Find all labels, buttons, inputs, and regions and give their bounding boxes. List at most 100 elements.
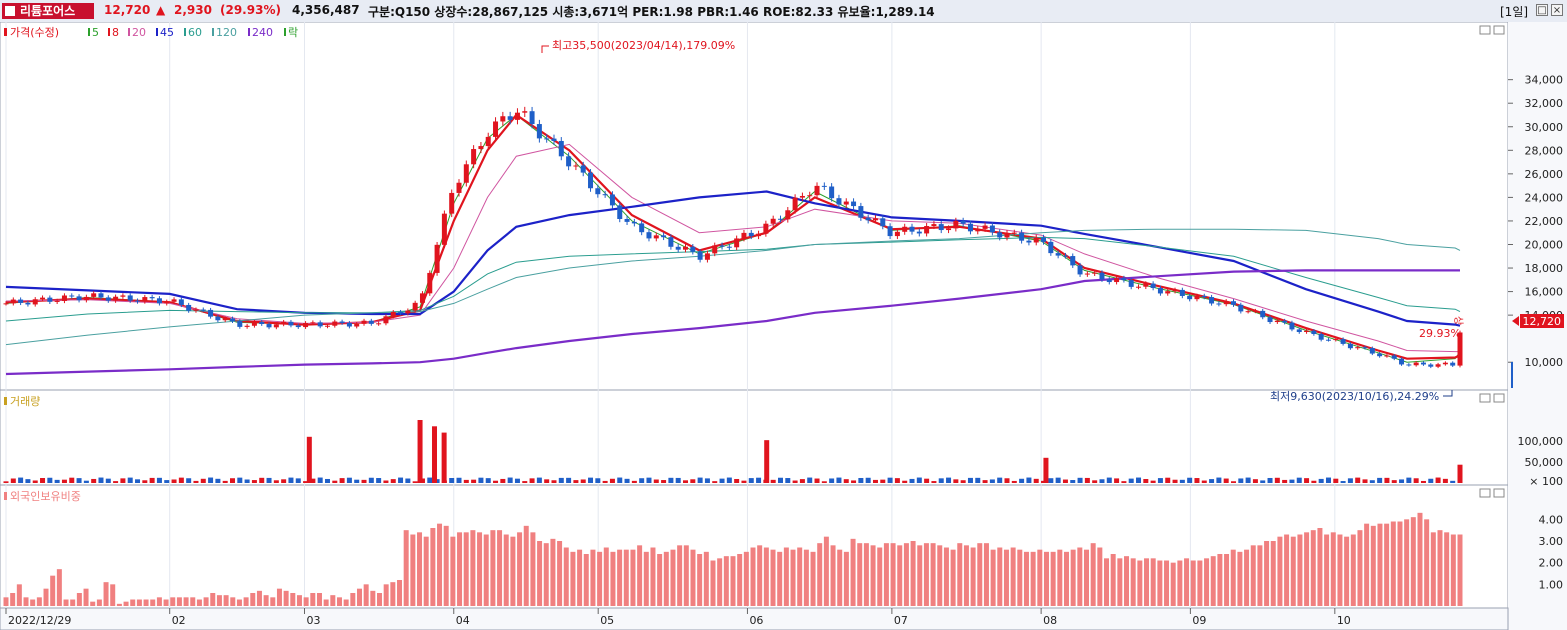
volume-bar: [836, 477, 842, 483]
volume-bar: [1347, 478, 1353, 483]
volume-legend-label: 거래량: [10, 395, 40, 408]
candle-body: [1267, 317, 1273, 323]
ma-legend-label: 60: [188, 26, 202, 39]
volume-bar: [69, 477, 75, 483]
current-price: 12,720: [104, 3, 151, 17]
volume-bar: [449, 478, 455, 483]
volume-bar: [617, 477, 623, 483]
foreign-ratio-bar: [103, 582, 109, 606]
volume-bar: [536, 477, 542, 483]
stock-name-box[interactable]: 리튬포어스: [2, 3, 94, 19]
foreign-ratio-bar: [10, 593, 16, 606]
ma120-line: [5, 228, 1461, 346]
maximize-icon[interactable]: □: [1536, 4, 1548, 16]
price-y-tick-label: 24,000: [1525, 191, 1564, 204]
candle-body: [281, 321, 287, 325]
volume-bar: [507, 477, 513, 483]
volume-bar: [1114, 478, 1120, 483]
current-price-arrow-icon: [1512, 316, 1519, 326]
foreign-ratio-bar: [350, 593, 356, 606]
foreign-ratio-bar: [1150, 558, 1156, 606]
close-icon[interactable]: ×: [1551, 4, 1563, 16]
candle-body: [1172, 289, 1178, 292]
volume-bar: [982, 480, 988, 483]
foreign-ratio-bar: [356, 588, 362, 606]
candle-body: [558, 140, 564, 157]
foreign-ratio-bar: [890, 543, 896, 606]
volume-bar: [288, 477, 294, 483]
ma-legend-marker: [108, 28, 110, 36]
foreign-ratio-bar: [397, 580, 403, 606]
volume-y-tick-label: 100,000: [1518, 435, 1564, 448]
current-change-label: 29.93%: [1419, 327, 1461, 340]
volume-panel-close-icon[interactable]: [1493, 393, 1505, 403]
volume-bar: [230, 478, 236, 483]
candle-body: [989, 225, 995, 233]
foreign-ratio-bar: [477, 532, 483, 606]
x-tick-label: 06: [749, 614, 763, 627]
candle-body: [1143, 283, 1149, 287]
foreign-ratio-bar: [877, 547, 883, 606]
foreign-ratio-bar: [1237, 551, 1243, 606]
foreign-ratio-bar: [343, 599, 349, 606]
volume-bar: [821, 481, 827, 483]
candle-body: [639, 223, 645, 233]
candle-body: [449, 192, 455, 214]
volume-bar: [142, 480, 148, 483]
volume-spike-bar: [306, 436, 312, 483]
volume-bar: [1179, 479, 1185, 483]
volume-bar: [675, 477, 681, 483]
candle-body: [1347, 343, 1353, 349]
foreign-panel-close-icon[interactable]: [1493, 488, 1505, 498]
foreign-ratio-bar: [710, 560, 716, 606]
volume-bar: [690, 479, 696, 483]
volume-bar: [1406, 477, 1412, 483]
volume-bar: [997, 477, 1003, 483]
foreign-panel-minimize-icon[interactable]: [1479, 488, 1491, 498]
foreign-ratio-bar: [430, 528, 436, 606]
candle-body: [47, 297, 53, 302]
volume-bar: [1011, 480, 1017, 483]
candle-body: [135, 300, 141, 302]
ma-legend-marker: [184, 28, 186, 36]
foreign-ratio-bar: [1077, 547, 1083, 606]
candle-body: [244, 325, 250, 327]
volume-bar: [1223, 478, 1229, 483]
ma-legend-marker: [284, 28, 286, 36]
volume-bar: [967, 477, 973, 483]
volume-bar: [931, 481, 937, 483]
volume-bar: [259, 477, 265, 483]
foreign-ratio-bar: [443, 525, 449, 606]
volume-bar: [1230, 481, 1236, 483]
candle-body: [712, 245, 718, 254]
foreign-ratio-bar: [230, 597, 236, 606]
stock-select-checkbox[interactable]: [5, 6, 15, 16]
candle-body: [1187, 295, 1193, 300]
candle-body: [1260, 310, 1266, 318]
candle-body: [1070, 256, 1076, 266]
x-tick-label: 03: [307, 614, 321, 627]
volume-bar: [1172, 479, 1178, 483]
volume-bar: [683, 480, 689, 483]
foreign-ratio-bar: [1177, 560, 1183, 606]
foreign-ratio-bar: [256, 590, 262, 606]
volume-panel-minimize-icon[interactable]: [1479, 393, 1491, 403]
candle-body: [1201, 295, 1207, 298]
volume-bar: [485, 478, 491, 483]
volume-bar: [61, 479, 67, 483]
candle-body: [1369, 348, 1375, 354]
foreign-ratio-bar: [470, 530, 476, 606]
foreign-ratio-bar: [1050, 551, 1056, 606]
candle-body: [303, 322, 309, 328]
limit-up-mark: 상: [1452, 316, 1464, 325]
candle-body: [887, 226, 893, 237]
foreign-ratio-bar: [1217, 554, 1223, 606]
period-selector[interactable]: [1일]: [1500, 5, 1529, 19]
foreign-ratio-bar: [1124, 556, 1130, 606]
foreign-ratio-bar: [196, 599, 202, 606]
price-panel-minimize-icon[interactable]: [1479, 25, 1491, 35]
foreign-ratio-bar: [150, 599, 156, 606]
volume-legend-marker: [4, 397, 7, 405]
x-tick-label: 2022/12/29: [8, 614, 71, 627]
price-panel-close-icon[interactable]: [1493, 25, 1505, 35]
